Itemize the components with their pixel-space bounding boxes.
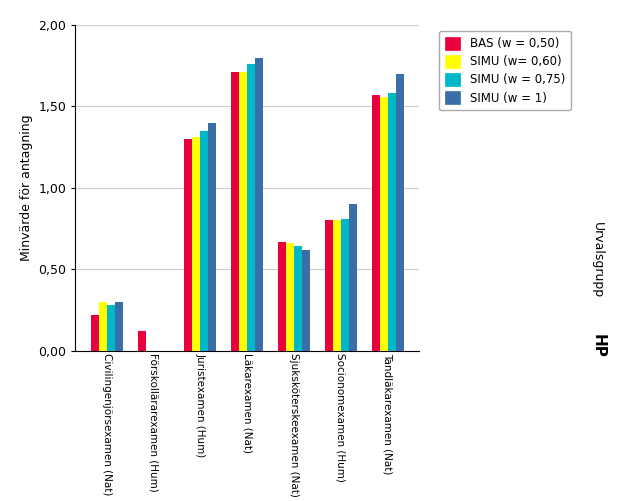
Bar (232, 72, 239, 351)
Y-axis label: Minvärde för antagning: Minvärde för antagning (19, 115, 33, 261)
Bar (192, 137, 200, 351)
Bar (372, 95, 380, 351)
Bar (247, 64, 255, 351)
Bar (91, 315, 99, 351)
Bar (302, 250, 310, 351)
Bar (294, 246, 302, 351)
Bar (99, 302, 106, 351)
Bar (208, 123, 217, 351)
Text: Urvalsgrupp: Urvalsgrupp (592, 222, 604, 299)
Bar (138, 331, 146, 351)
Bar (200, 131, 208, 351)
Bar (239, 72, 247, 351)
Bar (396, 74, 404, 351)
Bar (380, 97, 388, 351)
Bar (255, 58, 263, 351)
Bar (341, 219, 349, 351)
Bar (333, 220, 341, 351)
Bar (106, 305, 115, 351)
Bar (286, 243, 294, 351)
Bar (325, 220, 333, 351)
Bar (278, 241, 286, 351)
Bar (388, 94, 396, 351)
Bar (349, 204, 357, 351)
Text: HP: HP (590, 334, 605, 358)
Legend: BAS (w = 0,50), SIMU (w= 0,60), SIMU (w = 0,75), SIMU (w = 1): BAS (w = 0,50), SIMU (w= 0,60), SIMU (w … (439, 31, 571, 111)
Bar (185, 139, 192, 351)
Bar (115, 302, 123, 351)
